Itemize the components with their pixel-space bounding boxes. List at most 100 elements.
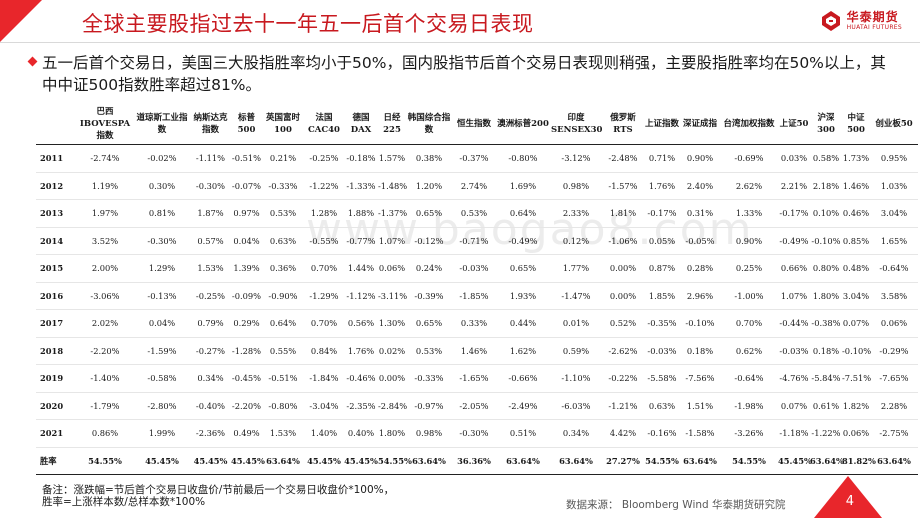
- column-header: 恒生指数: [452, 104, 496, 145]
- table-cell: 0.46%: [842, 199, 870, 228]
- table-cell: 0.18%: [810, 337, 842, 365]
- row-label: 2019: [36, 364, 76, 393]
- table-row: 2021 0.86% 1.99% -2.36% 0.49% 1.53% 1.40% 0.40%…: [36, 419, 918, 448]
- table-cell: -1.48%: [378, 172, 407, 200]
- table-cell: -0.03%: [452, 254, 496, 283]
- table-cell: 0.48%: [842, 254, 870, 283]
- table-cell: 1.85%: [644, 282, 680, 310]
- table-cell: 2.33%: [550, 199, 602, 228]
- table-cell: 2.96%: [680, 282, 720, 310]
- table-cell: 45.45%: [231, 447, 265, 475]
- table-cell: 1.53%: [262, 419, 304, 448]
- footnote: 备注：涨跌幅=节后首个交易日收盘价/节前最后一个交易日收盘价*100%， 胜率=…: [42, 484, 394, 508]
- table-cell: 2.00%: [76, 254, 134, 283]
- table-cell: 54.55%: [76, 447, 134, 475]
- table-cell: -2.20%: [76, 337, 134, 365]
- table-cell: 3.04%: [842, 282, 870, 310]
- column-header: 澳洲标普200: [496, 104, 550, 145]
- table-cell: -0.10%: [680, 309, 720, 338]
- table-cell: 0.03%: [778, 144, 810, 173]
- table-cell: 0.65%: [406, 199, 452, 228]
- table-cell: -2.74%: [76, 144, 134, 173]
- column-header: 标普500: [231, 104, 262, 145]
- table-cell: -0.13%: [134, 282, 190, 310]
- table-cell: 54.55%: [644, 447, 680, 475]
- table-cell: -6.03%: [550, 392, 602, 420]
- table-cell: 1.03%: [870, 172, 918, 200]
- table-cell: -0.25%: [304, 144, 344, 173]
- table-cell: -1.40%: [76, 364, 134, 393]
- table-row: 2012 1.19% 0.30% -0.30% -0.07% -0.33% -1.22% -1…: [36, 172, 918, 200]
- table-cell: -0.07%: [231, 172, 262, 200]
- table-cell: -0.27%: [190, 337, 231, 365]
- table-cell: 0.64%: [496, 199, 550, 228]
- table-cell: 3.52%: [76, 227, 134, 255]
- table-cell: 0.84%: [304, 337, 344, 365]
- table-cell: 0.57%: [190, 227, 231, 255]
- table-cell: -5.58%: [644, 364, 680, 393]
- table-cell: 1.88%: [344, 199, 378, 228]
- table-cell: 54.55%: [378, 447, 412, 475]
- table-cell: 1.97%: [76, 199, 134, 228]
- header-year: [36, 104, 76, 145]
- column-header: 台湾加权指数: [720, 104, 778, 145]
- table-cell: -3.04%: [304, 392, 344, 420]
- table-cell: 0.64%: [262, 309, 304, 338]
- table-cell: 0.34%: [190, 364, 231, 393]
- table-cell: 0.01%: [550, 309, 602, 338]
- table-cell: 1.87%: [190, 199, 231, 228]
- table-cell: 0.44%: [496, 309, 550, 338]
- table-cell: -0.77%: [344, 227, 378, 255]
- table-row: 2014 3.52% -0.30% 0.57% 0.04% 0.63% -0.55% -0.7…: [36, 227, 918, 255]
- table-cell: 0.80%: [810, 254, 842, 283]
- row-label: 2018: [36, 337, 76, 365]
- table-cell: -0.40%: [190, 392, 231, 420]
- table-cell: 1.80%: [810, 282, 842, 310]
- table-cell: 1.20%: [406, 172, 452, 200]
- table-cell: -3.11%: [378, 282, 407, 310]
- table-cell: -0.30%: [190, 172, 231, 200]
- table-cell: -0.12%: [406, 227, 452, 255]
- row-label: 胜率: [36, 447, 76, 475]
- table-cell: -2.48%: [602, 144, 644, 173]
- table-cell: -0.80%: [496, 144, 550, 173]
- slide-title: 全球主要股指过去十一年五一后首个交易日表现: [82, 12, 534, 36]
- diamond-bullet-icon: [27, 56, 38, 67]
- table-cell: 0.98%: [406, 419, 452, 448]
- table-cell: -0.46%: [344, 364, 378, 393]
- column-header: 纳斯达克指数: [190, 104, 231, 145]
- table-cell: 54.55%: [720, 447, 778, 475]
- table-cell: 1.19%: [76, 172, 134, 200]
- row-label: 2017: [36, 309, 76, 338]
- table-cell: 81.82%: [842, 447, 876, 475]
- table-cell: 0.59%: [550, 337, 602, 365]
- table-cell: 0.97%: [231, 199, 262, 228]
- column-header: 韩国综合指数: [406, 104, 452, 145]
- table-cell: 1.46%: [452, 337, 496, 365]
- table-cell: -0.03%: [778, 337, 810, 365]
- table-cell: 0.53%: [262, 199, 304, 228]
- table-header-row: 巴西IBOVESPA指数 道琼斯工业指数 纳斯达克指数 标普500 英国富时100 法国C…: [36, 104, 918, 145]
- table-cell: -2.62%: [602, 337, 644, 365]
- column-header: 上证指数: [644, 104, 680, 145]
- table-cell: -1.28%: [231, 337, 262, 365]
- table-cell: 0.36%: [262, 254, 304, 283]
- table-cell: 1.65%: [870, 227, 918, 255]
- table-cell: -1.06%: [602, 227, 644, 255]
- table-cell: 0.06%: [842, 419, 870, 448]
- table-cell: 0.52%: [602, 309, 644, 338]
- table-cell: 1.53%: [190, 254, 231, 283]
- table-row: 2018 -2.20% -1.59% -0.27% -1.28% 0.55% 0.84% 1.…: [36, 337, 918, 365]
- data-source: 数据来源： Bloomberg Wind 华泰期货研究院: [566, 499, 786, 511]
- column-header: 上证50: [778, 104, 810, 145]
- table-cell: 0.98%: [550, 172, 602, 200]
- table-cell: 36.36%: [452, 447, 496, 475]
- huatai-logo-icon: [821, 11, 840, 31]
- table-cell: -2.75%: [870, 419, 918, 448]
- table-cell: -2.05%: [452, 392, 496, 420]
- table-cell: 1.82%: [842, 392, 870, 420]
- table-cell: 45.45%: [344, 447, 378, 475]
- table-cell: -0.29%: [870, 337, 918, 365]
- corner-accent-shape: [0, 0, 42, 42]
- table-cell: 45.45%: [190, 447, 231, 475]
